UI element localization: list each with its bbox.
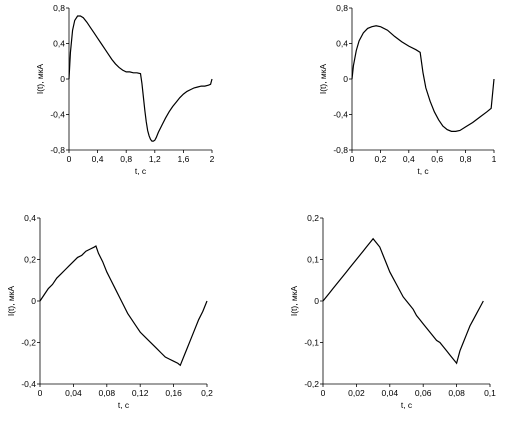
y-tick-label: 0,2 (307, 213, 319, 223)
x-tick-label: 0 (350, 154, 355, 164)
x-axis-label: t, c (135, 166, 147, 176)
x-tick-label: 1 (492, 154, 497, 164)
series-line-1 (322, 237, 484, 365)
x-tick-label: 0,08 (99, 388, 116, 398)
y-axis-label: I(t), мкА (35, 64, 45, 95)
x-tick-label: 2 (210, 154, 215, 164)
x-tick-label: 0,4 (403, 154, 415, 164)
y-tick-label: 0,8 (53, 3, 65, 13)
series-line-1 (68, 15, 213, 142)
x-tick-label: 0,06 (415, 388, 432, 398)
y-tick-label: -0,1 (304, 338, 319, 348)
y-tick-label: 0 (314, 296, 319, 306)
chart-panel-2: -0,8 -0,4 0 0,4 0,8 0 0,2 0,4 0,6 0,8 1 t, c I(t), м… (318, 3, 497, 176)
y-tick-label: 0,2 (24, 255, 36, 265)
y-tick-label: -0,8 (50, 145, 65, 155)
y-tick-label: 0,1 (307, 255, 319, 265)
x-axis-label: t, c (401, 400, 413, 410)
x-tick-label: 0,16 (165, 388, 182, 398)
y-tick-label: -0,2 (21, 338, 36, 348)
y-tick-label: -0,8 (333, 145, 348, 155)
y-axis-label: I(t), мкА (6, 286, 16, 317)
y-axis-label: I(t), мкА (289, 286, 299, 317)
x-tick-label: 0,8 (460, 154, 472, 164)
x-tick-label: 0 (321, 388, 326, 398)
y-tick-label: 0 (31, 296, 36, 306)
x-tick-label: 0,6 (431, 154, 443, 164)
x-tick-label: 0,8 (120, 154, 132, 164)
series-line-1 (39, 245, 208, 367)
x-tick-label: 1,2 (149, 154, 161, 164)
x-axis-label: t, c (118, 400, 130, 410)
y-tick-label: 0 (60, 74, 65, 84)
y-tick-label: 0,8 (336, 3, 348, 13)
x-tick-label: 0,1 (484, 388, 496, 398)
x-tick-label: 1,6 (177, 154, 189, 164)
y-axis-label: I(t), мкА (318, 64, 328, 95)
x-tick-label: 0,04 (382, 388, 399, 398)
x-tick-label: 0,08 (448, 388, 465, 398)
chart-panel-4: -0,2 -0,1 0 0,1 0,2 0 0,02 0,04 0,06 0,08 0,1 t, c I… (289, 213, 496, 410)
x-tick-label: 0,2 (201, 388, 213, 398)
x-tick-label: 0 (38, 388, 43, 398)
x-tick-label: 0 (67, 154, 72, 164)
y-tick-label: -0,4 (50, 110, 65, 120)
y-tick-label: -0,4 (21, 379, 36, 389)
y-tick-label: -0,4 (333, 110, 348, 120)
x-tick-label: 0,04 (65, 388, 82, 398)
x-tick-label: 0,12 (132, 388, 149, 398)
x-tick-label: 0,02 (348, 388, 365, 398)
x-tick-label: 0,4 (92, 154, 104, 164)
x-tick-label: 0,2 (374, 154, 386, 164)
y-tick-label: 0,4 (24, 213, 36, 223)
y-tick-label: -0,2 (304, 379, 319, 389)
y-tick-label: 0,4 (53, 39, 65, 49)
y-tick-label: 0 (343, 74, 348, 84)
chart-panel-3: -0,4 -0,2 0 0,2 0,4 0 0,04 0,08 0,12 0,16 0,2 t, c I… (6, 213, 213, 410)
x-axis-label: t, c (417, 166, 429, 176)
chart-panel-1: -0,8 -0,4 0 0,4 0,8 0 0,4 0,8 1,2 1,6 2 t, c I(t), м… (35, 3, 215, 176)
y-tick-label: 0,4 (336, 39, 348, 49)
series-line-1 (351, 25, 495, 132)
